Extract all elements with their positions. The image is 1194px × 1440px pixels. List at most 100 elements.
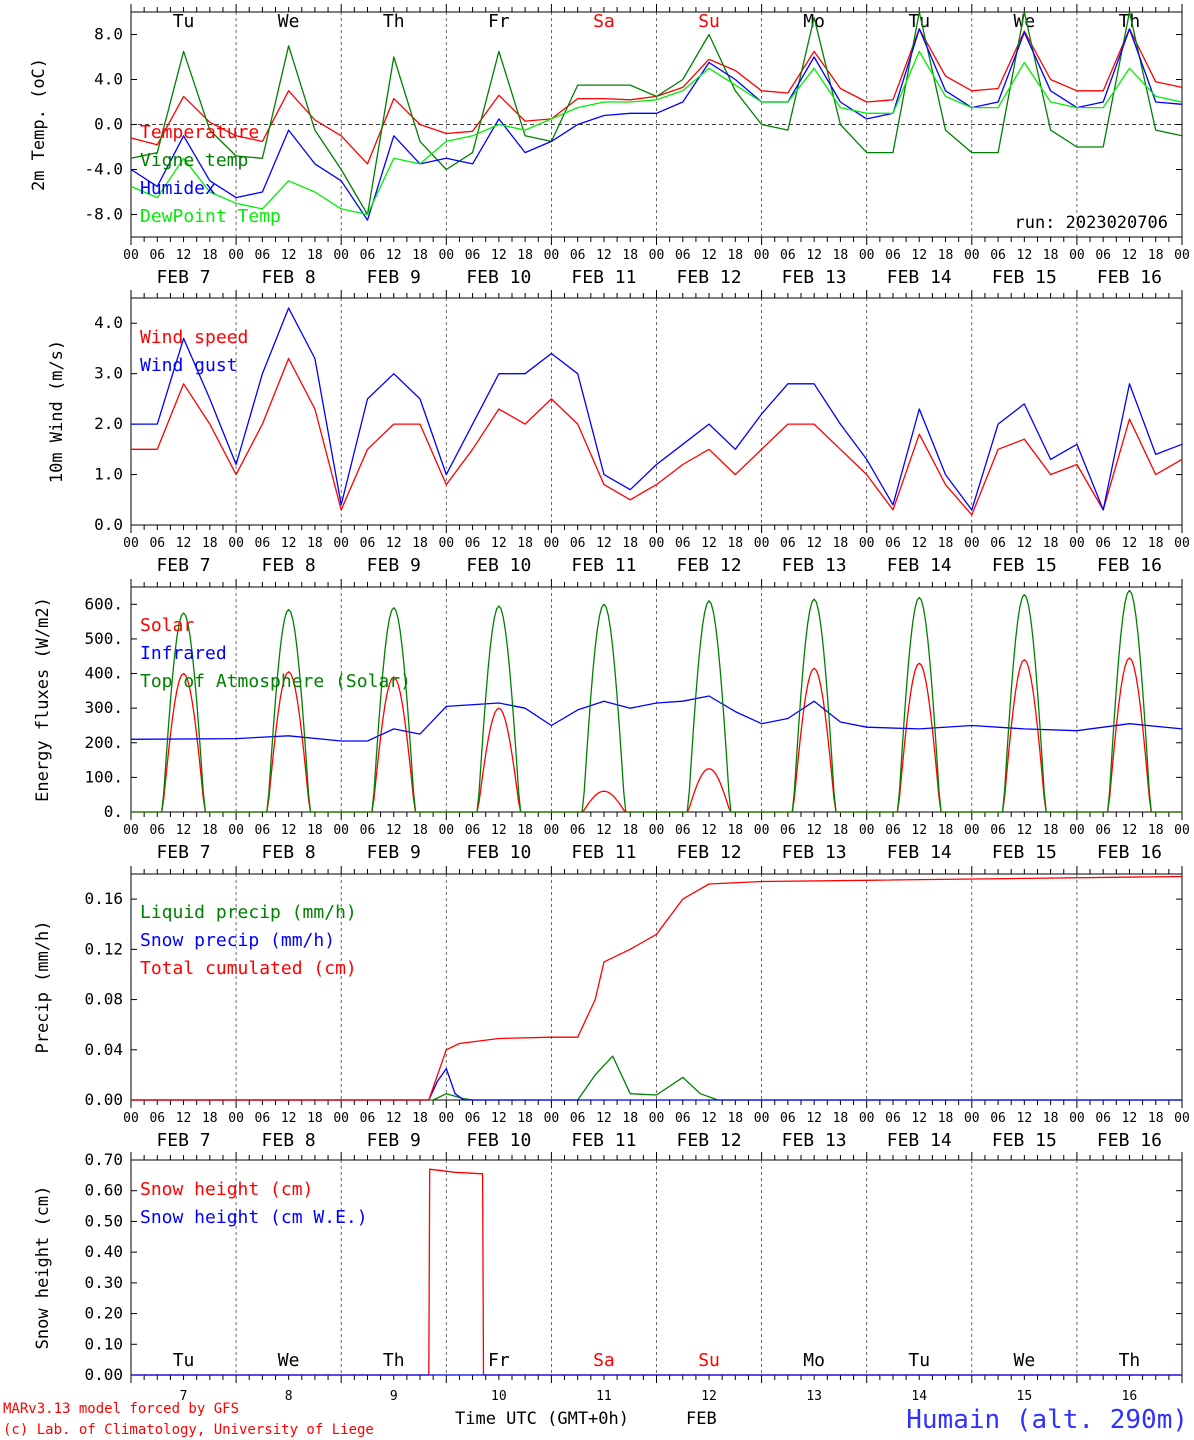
hour-label: 18 (1148, 823, 1164, 838)
weekday-label: Su (698, 11, 720, 32)
hour-label: 06 (570, 536, 586, 551)
hour-label: 12 (596, 1111, 612, 1126)
day-number-label: 16 (1122, 1389, 1138, 1404)
series-dewpoint-temp (130, 50, 1183, 216)
hour-label: 18 (1148, 1111, 1164, 1126)
y-axis-title: 2m Temp. (oC) (29, 58, 49, 191)
hour-label: 06 (1095, 823, 1111, 838)
hour-label: 18 (1043, 1111, 1059, 1126)
hour-label: 18 (938, 536, 954, 551)
hour-label: 12 (596, 536, 612, 551)
date-label: FEB 13 (782, 1130, 847, 1151)
hour-label: 18 (307, 823, 323, 838)
legend-entry: Snow precip (mm/h) (140, 930, 335, 951)
hour-label: 12 (806, 823, 822, 838)
hour-label: 06 (255, 823, 271, 838)
y-tick-label: 500. (84, 629, 123, 648)
y-tick-label: 0.10 (84, 1334, 123, 1353)
weekday-label: We (278, 1350, 300, 1371)
series-liquid-precip-mm-h- (131, 1055, 1182, 1101)
weekday-label: Sa (593, 11, 615, 32)
y-tick-label: 600. (84, 594, 123, 613)
legend-entry: Solar (140, 615, 194, 636)
y-axis-title: Precip (mm/h) (33, 920, 53, 1053)
y-tick-label: 4.0 (94, 313, 123, 332)
date-label: FEB 12 (677, 555, 742, 576)
hour-label: 00 (754, 536, 770, 551)
hour-label: 00 (228, 536, 244, 551)
weekday-label: Mo (803, 1350, 825, 1371)
hour-label: 06 (465, 248, 481, 263)
hour-label: 12 (596, 823, 612, 838)
weekday-label: Th (1119, 1350, 1141, 1371)
hour-label: 00 (228, 823, 244, 838)
day-number-label: 9 (390, 1389, 398, 1404)
weekday-label: Fr (488, 11, 510, 32)
series-vigne-temp (130, 11, 1183, 216)
hour-label: 18 (202, 536, 218, 551)
hour-label: 18 (833, 248, 849, 263)
hour-label: 06 (255, 1111, 271, 1126)
legend-entry: Snow height (cm) (140, 1179, 313, 1200)
hour-label: 06 (675, 823, 691, 838)
hour-label: 06 (255, 536, 271, 551)
hour-label: 00 (1174, 536, 1190, 551)
legend-entry: Liquid precip (mm/h) (140, 902, 357, 923)
hour-label: 18 (202, 823, 218, 838)
date-label: FEB 9 (367, 842, 421, 863)
hour-label: 12 (1122, 823, 1138, 838)
legend-entry: Snow height (cm W.E.) (140, 1207, 368, 1228)
hour-label: 06 (149, 823, 165, 838)
y-tick-label: 0.0 (94, 515, 123, 534)
hour-label: 18 (307, 1111, 323, 1126)
hour-label: 18 (517, 1111, 533, 1126)
hour-label: 12 (911, 248, 927, 263)
hour-label: 12 (281, 536, 297, 551)
y-tick-label: 0. (104, 802, 123, 821)
date-label: FEB 13 (782, 555, 847, 576)
y-tick-label: 4.0 (94, 70, 123, 89)
hour-label: 06 (360, 536, 376, 551)
hour-label: 00 (438, 1111, 454, 1126)
date-label: FEB 14 (887, 267, 952, 288)
y-tick-label: 0.60 (84, 1181, 123, 1200)
legend-entry: Total cumulated (cm) (140, 958, 357, 979)
y-tick-label: 300. (84, 698, 123, 717)
plot-frame (130, 586, 1183, 813)
weekday-label: We (1014, 11, 1036, 32)
hour-label: 06 (255, 248, 271, 263)
hour-label: 00 (438, 248, 454, 263)
hour-label: 12 (806, 1111, 822, 1126)
hour-label: 06 (570, 1111, 586, 1126)
hour-label: 12 (701, 823, 717, 838)
hour-label: 12 (386, 823, 402, 838)
hour-label: 18 (1148, 536, 1164, 551)
date-label: FEB 12 (677, 1130, 742, 1151)
weekday-label: Mo (803, 11, 825, 32)
panel-snow: 0.00 0.10 0.20 0.30 0.40 0.50 0.60 0.70 Snow hei… (33, 1150, 1183, 1404)
hour-label: 00 (1174, 823, 1190, 838)
hour-label: 00 (123, 248, 139, 263)
hour-label: 00 (964, 536, 980, 551)
hour-label: 12 (911, 1111, 927, 1126)
day-number-label: 8 (285, 1389, 293, 1404)
weekday-label: Su (698, 1350, 720, 1371)
hour-label: 00 (333, 1111, 349, 1126)
hour-label: 18 (833, 536, 849, 551)
y-tick-label: 0.16 (84, 889, 123, 908)
hour-label: 18 (517, 248, 533, 263)
date-label: FEB 7 (156, 555, 210, 576)
station-name: Humain (alt. 290m) (906, 1405, 1188, 1435)
weekday-label: Sa (593, 1350, 615, 1371)
date-label: FEB 11 (571, 842, 636, 863)
hour-label: 06 (149, 1111, 165, 1126)
date-label: FEB 8 (262, 842, 316, 863)
hour-label: 12 (1017, 248, 1033, 263)
hour-label: 12 (491, 1111, 507, 1126)
credit-line-1: MARv3.13 model forced by GFS (3, 1401, 239, 1417)
y-tick-label: 0.08 (84, 990, 123, 1009)
date-label: FEB 8 (262, 1130, 316, 1151)
hour-label: 12 (281, 823, 297, 838)
y-tick-label: 0.0 (94, 115, 123, 134)
legend-entry: Vigne temp (140, 150, 248, 171)
